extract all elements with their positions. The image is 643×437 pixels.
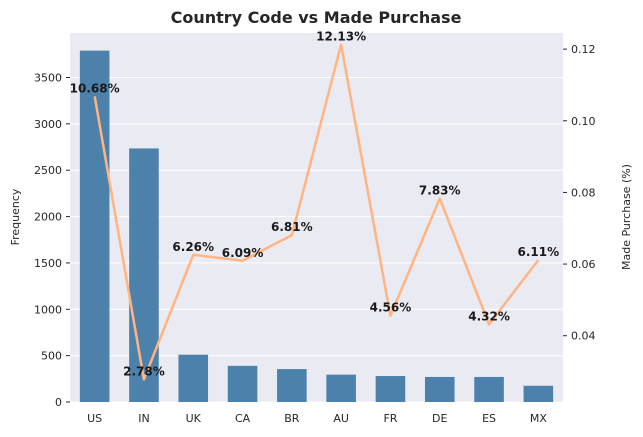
bar-de bbox=[424, 376, 455, 402]
right-tick-label: 0.08 bbox=[571, 186, 596, 199]
data-label-uk: 6.26% bbox=[172, 240, 214, 254]
data-label-ca: 6.09% bbox=[222, 246, 264, 260]
bar-fr bbox=[375, 376, 406, 402]
bar-es bbox=[474, 376, 504, 402]
left-tick-label: 0 bbox=[55, 396, 62, 409]
bar-uk bbox=[178, 354, 209, 402]
bars bbox=[79, 50, 554, 403]
bar-br bbox=[277, 369, 307, 402]
x-axis-ticks: US IN UK CA BR AU FR DE ES MX bbox=[87, 412, 547, 425]
left-tick-label: 3000 bbox=[34, 118, 62, 131]
x-tick-au: AU bbox=[333, 412, 349, 425]
bar-au bbox=[326, 374, 356, 402]
bar-ca bbox=[227, 365, 258, 402]
data-label-in: 2.78% bbox=[123, 364, 165, 378]
left-axis-ticks: 0 500 1000 1500 2000 2500 3000 3500 bbox=[34, 72, 70, 409]
left-tick-label: 2500 bbox=[34, 164, 62, 177]
left-tick-label: 1500 bbox=[34, 257, 62, 270]
x-tick-in: IN bbox=[138, 412, 149, 425]
x-tick-uk: UK bbox=[186, 412, 202, 425]
left-tick-label: 1000 bbox=[34, 303, 62, 316]
x-tick-us: US bbox=[87, 412, 102, 425]
right-tick-label: 0.12 bbox=[571, 43, 596, 56]
right-tick-label: 0.06 bbox=[571, 258, 596, 271]
bar-us bbox=[79, 50, 110, 403]
right-tick-label: 0.10 bbox=[571, 115, 596, 128]
y2-axis-label: Made Purchase (%) bbox=[620, 164, 633, 270]
left-tick-label: 500 bbox=[41, 350, 62, 363]
data-label-us: 10.68% bbox=[70, 81, 120, 95]
data-label-br: 6.81% bbox=[271, 220, 313, 234]
right-axis-ticks: 0.04 0.06 0.08 0.10 0.12 bbox=[563, 43, 596, 343]
y-axis-label: Frequency bbox=[9, 188, 22, 245]
x-tick-mx: MX bbox=[530, 412, 547, 425]
x-tick-fr: FR bbox=[383, 412, 397, 425]
data-label-mx: 6.11% bbox=[518, 245, 560, 259]
chart-title: Country Code vs Made Purchase bbox=[171, 8, 462, 27]
x-tick-ca: CA bbox=[235, 412, 251, 425]
data-label-au: 12.13% bbox=[316, 29, 366, 43]
purchase-rate-line bbox=[93, 43, 540, 381]
data-labels: 10.68% 2.78% 6.26% 6.09% 6.81% 12.13% 4.56% 7.8… bbox=[70, 29, 560, 378]
left-tick-label: 2000 bbox=[34, 211, 62, 224]
data-label-de: 7.83% bbox=[419, 184, 461, 198]
x-tick-br: BR bbox=[284, 412, 300, 425]
data-label-es: 4.32% bbox=[468, 309, 510, 323]
x-tick-es: ES bbox=[482, 412, 496, 425]
x-tick-de: DE bbox=[432, 412, 447, 425]
bar-in bbox=[129, 148, 159, 402]
bar-mx bbox=[523, 385, 554, 402]
right-tick-label: 0.04 bbox=[571, 330, 596, 343]
data-label-fr: 4.56% bbox=[370, 301, 412, 315]
left-tick-label: 3500 bbox=[34, 72, 62, 85]
